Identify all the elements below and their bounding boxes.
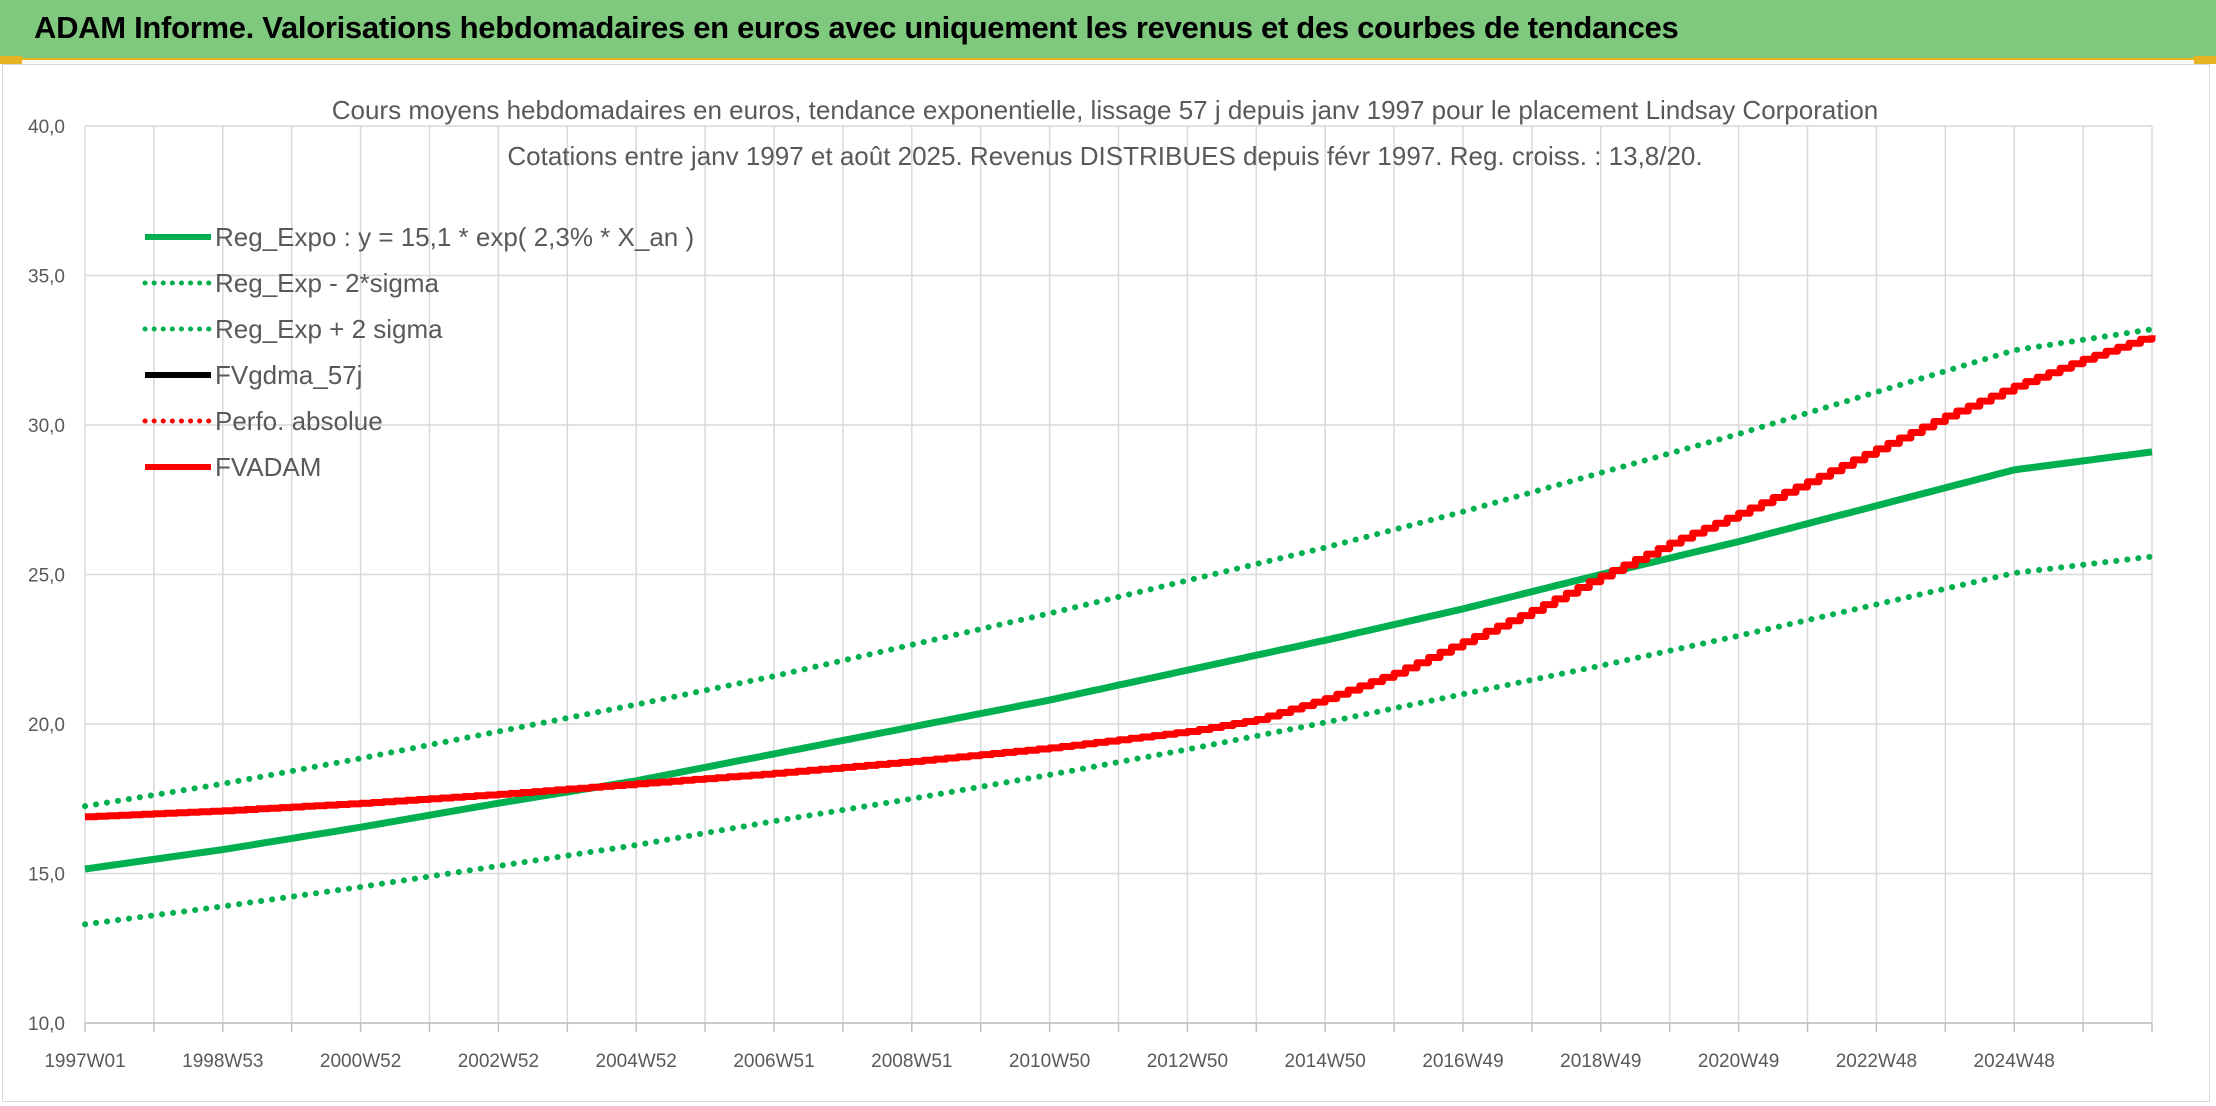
legend-label-5: FVADAM (215, 452, 321, 482)
y-axis-ticks: 10,0 15,0 20,0 25,0 30,0 35,0 40,0 (28, 117, 65, 1035)
x-tick-label: 1997W01 (44, 1051, 125, 1072)
x-tick-label: 2018W49 (1560, 1051, 1641, 1072)
y-tick-label: 30,0 (28, 416, 65, 437)
series-line-0 (84, 448, 2153, 873)
legend: Reg_Expo : y = 15,1 * exp( 2,3% * X_an )… (142, 222, 694, 482)
x-tick-label: 2016W49 (1422, 1051, 1503, 1072)
x-tick-label: 2000W52 (320, 1051, 401, 1072)
legend-label-3: FVgdma_57j (215, 360, 362, 390)
x-tick-label: 2006W51 (733, 1051, 814, 1072)
y-tick-label: 35,0 (28, 267, 65, 288)
y-tick-label: 10,0 (28, 1014, 65, 1035)
series-lines (82, 326, 2156, 928)
x-axis-ticks: 1997W01 1998W53 2000W52 2002W52 2004W52 2006W… (44, 1051, 2055, 1072)
chart-subtitle: Cotations entre janv 1997 et août 2025. … (507, 141, 1702, 171)
y-tick-label: 40,0 (28, 117, 65, 138)
x-tick-label: 2002W52 (458, 1051, 539, 1072)
y-tick-label: 25,0 (28, 566, 65, 587)
chart-titles: Cours moyens hebdomadaires en euros, ten… (332, 95, 1879, 171)
legend-label-4: Perfo. absolue (215, 406, 383, 436)
x-tick-label: 2022W48 (1836, 1051, 1917, 1072)
x-tick-label: 2010W50 (1009, 1051, 1090, 1072)
report-title: ADAM Informe. Valorisations hebdomadaire… (34, 10, 1679, 45)
grid (84, 125, 2153, 1032)
legend-label-0: Reg_Expo : y = 15,1 * exp( 2,3% * X_an ) (215, 222, 694, 252)
y-tick-label: 15,0 (28, 865, 65, 886)
corner-mark-right (2194, 56, 2216, 64)
x-tick-label: 2014W50 (1285, 1051, 1366, 1072)
x-tick-label: 2004W52 (596, 1051, 677, 1072)
x-tick-label: 2020W49 (1698, 1051, 1779, 1072)
legend-label-1: Reg_Exp - 2*sigma (215, 268, 440, 298)
x-tick-label: 2024W48 (1974, 1051, 2055, 1072)
series-line-1 (82, 553, 2155, 928)
series-line-2 (82, 326, 2155, 810)
chart-frame (2, 64, 2210, 1102)
report-banner: ADAM Informe. Valorisations hebdomadaire… (0, 0, 2216, 60)
chart-title: Cours moyens hebdomadaires en euros, ten… (332, 95, 1879, 125)
x-tick-label: 2008W51 (871, 1051, 952, 1072)
legend-label-2: Reg_Exp + 2 sigma (215, 314, 443, 344)
x-tick-label: 1998W53 (182, 1051, 263, 1072)
series-line-5 (85, 335, 2156, 821)
x-tick-label: 2012W50 (1147, 1051, 1228, 1072)
corner-mark-left (0, 56, 22, 64)
y-tick-label: 20,0 (28, 715, 65, 736)
